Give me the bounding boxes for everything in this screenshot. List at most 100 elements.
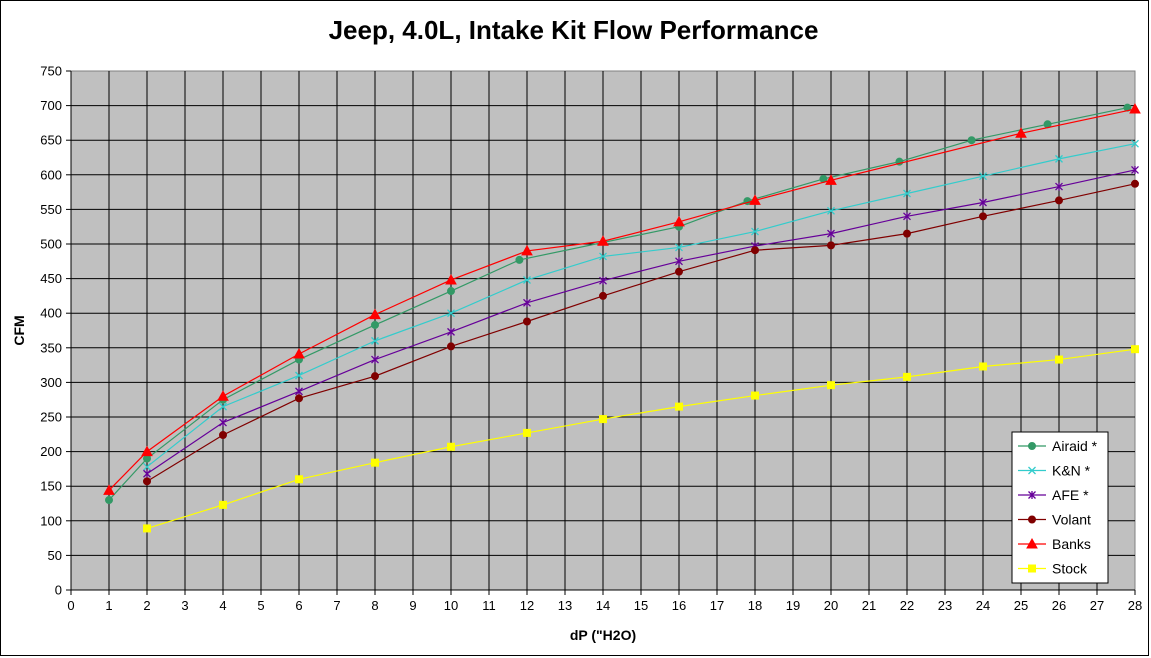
data-point-volant [675,267,683,276]
data-point-banks [825,174,837,185]
data-point-k-n [447,309,455,318]
data-point-banks [141,445,153,457]
y-axis-title: CFM [11,315,27,345]
series-line-stock [146,348,1136,529]
y-tick-label: 450 [40,271,62,286]
data-point-afe [827,229,835,238]
data-point-k-n [1131,139,1139,148]
x-tick-label: 23 [938,598,952,613]
legend-marker-k-n [1028,466,1036,475]
y-tick-label: 650 [40,133,62,148]
data-point-airaid [967,136,976,145]
y-tick-label: 150 [40,479,62,494]
x-tick-label: 17 [710,598,724,613]
legend-box [1011,431,1109,584]
data-point-stock [979,362,987,371]
series-line-k-n [146,143,1136,468]
legend-marker-volant [1028,515,1036,524]
data-point-afe [371,355,379,364]
data-point-volant [1131,179,1139,188]
legend-label-volant: Volant [1052,512,1091,528]
data-point-stock [827,381,835,390]
data-point-k-n [1055,154,1063,163]
x-tick-label: 8 [371,598,378,613]
series-layer [103,103,1141,533]
data-point-afe [599,276,607,285]
data-point-volant [599,291,607,300]
legend-marker-afe [1028,491,1036,499]
data-point-stock [295,475,303,484]
data-point-banks [293,347,305,359]
y-tick-label: 600 [40,167,62,182]
data-point-banks [597,235,609,246]
data-point-stock [903,372,911,381]
legend: Airaid * K&N * AFE * Volant Banks Stock [1011,431,1109,584]
data-point-k-n [143,462,151,471]
x-tick-label: 9 [409,598,416,613]
data-point-volant [219,430,227,439]
data-point-volant [1055,196,1063,205]
data-point-afe [1055,182,1063,191]
legend-marker-airaid [1028,442,1036,450]
x-axis-title: dP ("H2O) [570,627,636,643]
data-point-airaid [371,320,379,329]
data-point-stock [675,402,683,411]
data-point-stock [219,500,227,509]
data-point-afe [295,387,303,396]
data-point-k-n [827,206,835,215]
x-tick-label: 5 [257,598,264,613]
y-tick-label: 200 [40,444,62,459]
y-tick-label: 50 [48,548,62,563]
data-point-airaid [105,496,113,505]
data-point-stock [447,442,455,451]
x-tick-label: 16 [672,598,686,613]
x-tick-label: 2 [143,598,150,613]
y-tick-label: 550 [40,202,62,217]
data-point-banks [749,194,761,205]
data-point-volant [447,342,455,351]
x-tick-label: 20 [824,598,838,613]
series-stock [143,345,1139,533]
x-tick-label: 12 [520,598,534,613]
data-point-stock [1131,345,1139,354]
data-point-k-n [219,402,227,411]
x-tick-label: 19 [786,598,800,613]
x-tick-label: 21 [862,598,876,613]
data-point-afe [219,418,227,427]
x-tick-label: 25 [1014,598,1028,613]
data-point-k-n [371,336,379,345]
legend-label-stock: Stock [1052,561,1088,577]
x-tick-label: 27 [1090,598,1104,613]
data-point-k-n [675,243,683,252]
x-tick-label: 1 [105,598,112,613]
data-point-afe [675,257,683,266]
y-tick-label: 400 [40,306,62,321]
x-tick-label: 15 [634,598,648,613]
data-point-afe [903,212,911,221]
series-volant [143,179,1139,486]
data-point-banks [369,308,381,320]
x-tick-label: 6 [295,598,302,613]
data-point-banks [1015,127,1027,138]
data-point-banks [1129,103,1141,114]
x-tick-label: 24 [976,598,990,613]
data-point-k-n [523,276,531,284]
series-banks [103,103,1141,495]
y-tick-label: 350 [40,340,62,355]
data-point-k-n [979,172,987,181]
data-point-volant [751,246,759,255]
data-point-volant [143,477,151,486]
axes: 0 1 2 3 4 5 6 7 8 9 10 11 12 13 14 15 16 17 18 19 20 21 22 23 24… [40,64,1142,614]
y-tick-label: 700 [40,98,62,113]
data-point-stock [751,391,759,400]
data-point-airaid [515,255,524,264]
x-tick-label: 7 [333,598,340,613]
y-tick-label: 750 [40,64,62,79]
x-tick-label: 4 [219,598,226,613]
x-tick-label: 13 [558,598,572,613]
series-afe [143,165,1139,478]
x-tick-label: 11 [482,598,496,613]
x-tick-label: 22 [900,598,914,613]
legend-label-k-n: K&N * [1052,463,1091,479]
